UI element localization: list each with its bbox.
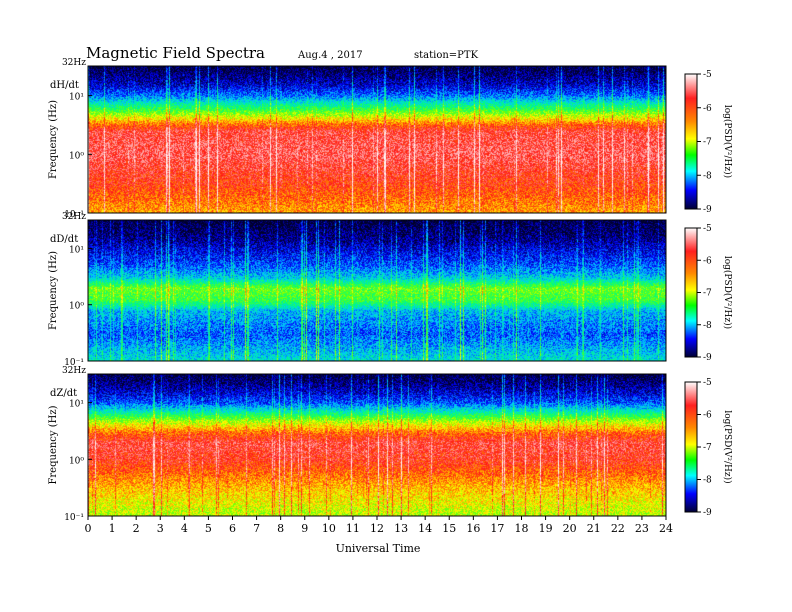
colorbar-tick-label-1-4: -9	[703, 353, 712, 363]
x-tick-label-19: 19	[539, 522, 553, 535]
x-tick-label-8: 8	[277, 522, 284, 535]
x-tick-label-7: 7	[253, 522, 260, 535]
y-tick-label-2-2: 10⁻¹	[64, 513, 84, 523]
x-tick-label-14: 14	[418, 522, 432, 535]
x-tick-label-0: 0	[85, 522, 92, 535]
x-tick-label-4: 4	[181, 522, 188, 535]
colorbar-tick-label-0-2: -7	[703, 138, 712, 148]
panel-name-0: dH/dt	[50, 80, 79, 91]
y-tick-label-0-1: 10⁰	[69, 151, 84, 161]
x-tick-label-13: 13	[394, 522, 408, 535]
x-tick-label-24: 24	[659, 522, 673, 535]
colorbar-tick-label-1-0: -5	[703, 224, 712, 234]
panel-name-2: dZ/dt	[50, 388, 77, 399]
x-tick-label-17: 17	[490, 522, 504, 535]
colorbar-tick-label-2-2: -7	[703, 443, 712, 453]
x-tick-label-3: 3	[157, 522, 164, 535]
y-tick-label-1-0: 10¹	[69, 245, 84, 255]
colorbar-1	[684, 227, 698, 358]
colorbar-tick-label-0-4: -9	[703, 205, 712, 215]
y-axis-label-2: Frequency (Hz)	[48, 405, 59, 484]
colorbar-tick-label-2-4: -9	[703, 508, 712, 518]
x-tick-label-10: 10	[322, 522, 336, 535]
y-top-label-2: 32Hz	[62, 366, 86, 376]
spectrogram-1	[88, 220, 666, 361]
x-tick-label-15: 15	[442, 522, 456, 535]
x-tick-label-11: 11	[346, 522, 360, 535]
colorbar-tick-label-1-2: -7	[703, 289, 712, 299]
x-tick-label-2: 2	[133, 522, 140, 535]
colorbar-tick-label-2-0: -5	[703, 378, 712, 388]
colorbar-0	[684, 73, 698, 210]
y-axis-label-0: Frequency (Hz)	[48, 100, 59, 179]
y-top-label-0: 32Hz	[62, 58, 86, 68]
y-tick-label-1-1: 10⁰	[69, 302, 84, 312]
colorbar-tick-label-0-0: -5	[703, 70, 712, 80]
colorbar-tick-label-2-3: -8	[703, 476, 712, 486]
x-tick-label-18: 18	[515, 522, 529, 535]
x-tick-label-22: 22	[611, 522, 625, 535]
y-tick-label-2-0: 10¹	[69, 400, 84, 410]
panel-dZ-dt: 32Hz 10¹ 10⁰ 10⁻¹ dZ/dt Frequency (Hz) -5 -6 -7 -…	[48, 366, 733, 523]
x-tick-label-21: 21	[587, 522, 601, 535]
chart-title: Magnetic Field Spectra	[86, 44, 265, 62]
panel-dD-dt: 32Hz 10¹ 10⁰ 10⁻¹ dD/dt Frequency (Hz) -5 -6 -7 -…	[48, 212, 733, 368]
panel-name-1: dD/dt	[50, 234, 78, 245]
colorbar-label-0: log(PSD(V²/Hz))	[722, 105, 733, 178]
x-tick-label-12: 12	[370, 522, 384, 535]
station-label: station=PTK	[414, 50, 479, 61]
spectrogram-0	[88, 66, 666, 213]
colorbar-tick-label-0-3: -8	[703, 171, 712, 181]
colorbar-tick-label-1-3: -8	[703, 321, 712, 331]
x-tick-label-16: 16	[466, 522, 480, 535]
x-tick-label-9: 9	[301, 522, 308, 535]
x-tick-label-20: 20	[563, 522, 577, 535]
colorbar-2	[684, 381, 698, 513]
x-tick-label-1: 1	[109, 522, 116, 535]
y-tick-label-2-1: 10⁰	[69, 456, 84, 466]
colorbar-label-1: log(PSD(V²/Hz))	[722, 256, 733, 329]
colorbar-tick-label-0-1: -6	[703, 104, 712, 114]
plot-frame-1	[87, 219, 667, 362]
date-label: Aug.4 , 2017	[297, 50, 363, 61]
y-top-label-1: 32Hz	[62, 212, 86, 222]
colorbar-label-2: log(PSD(V²/Hz))	[722, 410, 733, 483]
x-tick-label-6: 6	[229, 522, 236, 535]
colorbar-tick-label-1-1: -6	[703, 256, 712, 266]
y-tick-label-1-2: 10⁻¹	[64, 358, 84, 368]
colorbar-tick-label-2-1: -6	[703, 411, 712, 421]
x-axis-label: Universal Time	[336, 542, 421, 555]
spectrogram-2	[88, 374, 666, 516]
x-axis: 0 1 2 3 4 5 6 7 8 9 10 11 12 13 14 15 16 17 18 19 20 21 22 23 24	[85, 516, 673, 535]
x-tick-label-5: 5	[205, 522, 212, 535]
y-tick-label-0-2: 10⁻¹	[64, 210, 84, 220]
y-tick-label-0-0: 10¹	[69, 93, 84, 103]
panel-dH-dt: 32Hz 10¹ 10⁰ 10⁻¹ dH/dt Frequency (Hz) -5 -6 -7 -…	[48, 58, 733, 220]
x-tick-label-23: 23	[635, 522, 649, 535]
plot-frame-0	[87, 65, 667, 214]
y-axis-label-1: Frequency (Hz)	[48, 251, 59, 330]
